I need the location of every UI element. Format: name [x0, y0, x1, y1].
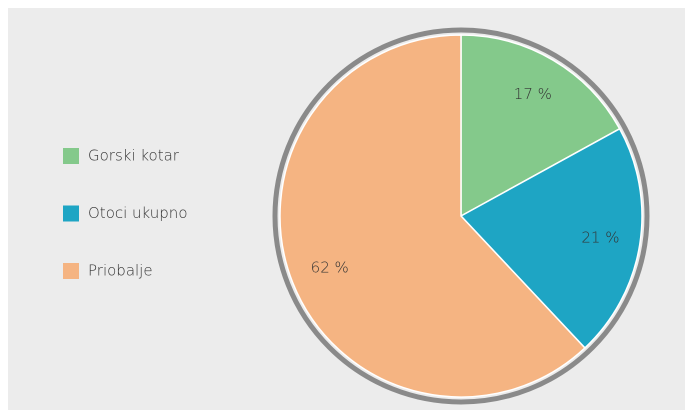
pie-ring	[272, 27, 650, 405]
legend-swatch	[63, 205, 79, 222]
pie-slice	[279, 34, 586, 398]
pie-slice	[459, 127, 643, 350]
legend-swatch	[63, 263, 79, 279]
data-label: 62 %	[311, 258, 349, 276]
data-label: 17 %	[514, 85, 552, 103]
legend-label: Gorski kotar	[88, 147, 180, 165]
pie-slice	[460, 34, 621, 218]
legend-swatch	[63, 148, 79, 164]
legend-label: Otoci ukupno	[88, 204, 188, 222]
data-label: 21 %	[581, 229, 619, 247]
legend-label: Priobalje	[88, 262, 153, 280]
